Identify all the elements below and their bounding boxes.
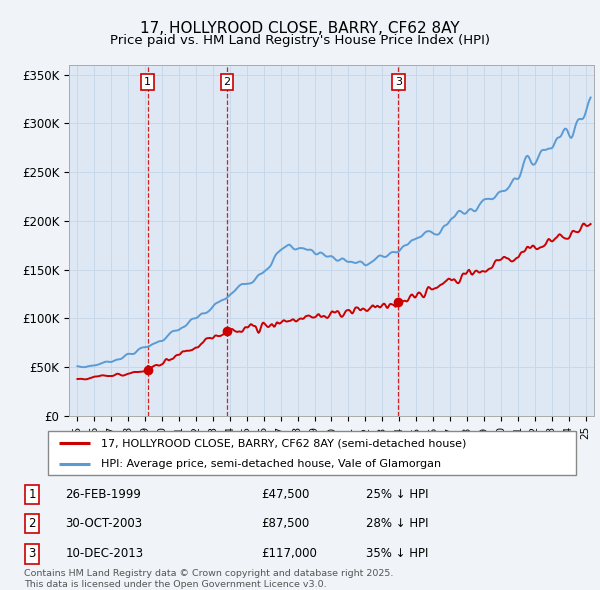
FancyBboxPatch shape bbox=[48, 431, 576, 475]
Text: Price paid vs. HM Land Registry's House Price Index (HPI): Price paid vs. HM Land Registry's House … bbox=[110, 34, 490, 47]
Text: 1: 1 bbox=[144, 77, 151, 87]
Text: £47,500: £47,500 bbox=[262, 488, 310, 501]
Text: 1: 1 bbox=[29, 488, 36, 501]
Text: HPI: Average price, semi-detached house, Vale of Glamorgan: HPI: Average price, semi-detached house,… bbox=[101, 459, 441, 469]
Text: 17, HOLLYROOD CLOSE, BARRY, CF62 8AY (semi-detached house): 17, HOLLYROOD CLOSE, BARRY, CF62 8AY (se… bbox=[101, 438, 466, 448]
Text: 2: 2 bbox=[223, 77, 230, 87]
Bar bbox=[69, 65, 148, 416]
Text: 17, HOLLYROOD CLOSE, BARRY, CF62 8AY: 17, HOLLYROOD CLOSE, BARRY, CF62 8AY bbox=[140, 21, 460, 35]
Text: 25% ↓ HPI: 25% ↓ HPI bbox=[366, 488, 429, 501]
Text: £117,000: £117,000 bbox=[262, 548, 317, 560]
Text: 26-FEB-1999: 26-FEB-1999 bbox=[65, 488, 141, 501]
Text: Contains HM Land Registry data © Crown copyright and database right 2025.
This d: Contains HM Land Registry data © Crown c… bbox=[24, 569, 394, 589]
Text: 10-DEC-2013: 10-DEC-2013 bbox=[65, 548, 143, 560]
Text: £87,500: £87,500 bbox=[262, 517, 310, 530]
Text: 30-OCT-2003: 30-OCT-2003 bbox=[65, 517, 143, 530]
Text: 3: 3 bbox=[29, 548, 36, 560]
Text: 28% ↓ HPI: 28% ↓ HPI bbox=[366, 517, 429, 530]
Text: 2: 2 bbox=[29, 517, 36, 530]
Text: 3: 3 bbox=[395, 77, 402, 87]
Text: 35% ↓ HPI: 35% ↓ HPI bbox=[366, 548, 428, 560]
